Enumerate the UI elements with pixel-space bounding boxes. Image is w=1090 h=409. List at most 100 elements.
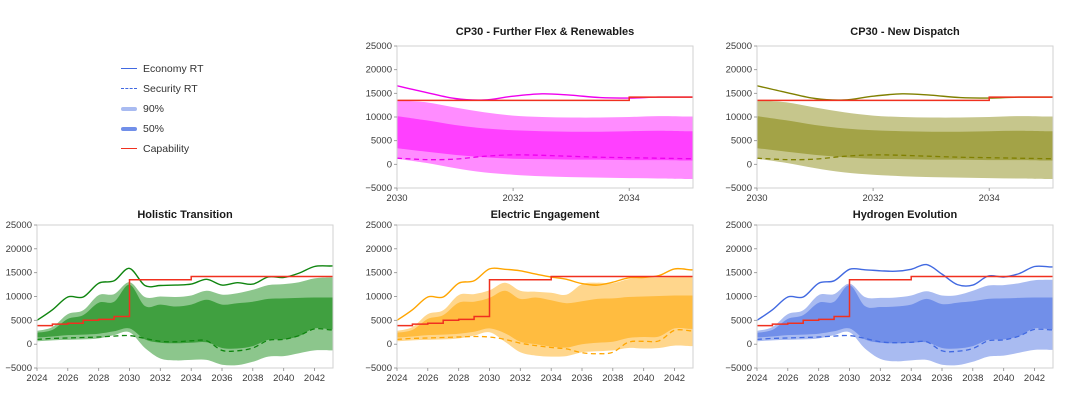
legend-item-capability: Capability [121,142,204,155]
x-axis-tick-label: 2028 [88,373,109,384]
x-axis-tick-label: 2030 [386,193,407,204]
y-axis-tick-label: 25000 [726,220,752,231]
legend-label: Economy RT [143,62,204,75]
chart-hydrogen-evolution: −5000 0 5000 10000 15000 20000 25000 2024 2026 20… [725,220,1054,384]
x-axis-tick-label: 2034 [181,373,202,384]
y-axis-tick-label: −5000 [725,363,752,374]
x-axis-tick-label: 2040 [993,373,1014,384]
chart-title-electric-engagement: Electric Engagement [490,209,600,221]
x-axis-tick-label: 2024 [746,373,767,384]
legend-line-sample [121,148,137,149]
band-50pct [757,285,1053,349]
y-axis-tick-label: 20000 [726,65,752,76]
y-axis-tick-label: 15000 [726,268,752,279]
x-axis-tick-label: 2042 [664,373,685,384]
legend-dashed-line-sample [121,88,137,89]
legend-item-90pct: 90% [121,102,204,115]
security-rt-line [397,154,693,161]
y-axis-tick-label: 10000 [366,292,392,303]
legend-item-50pct: 50% [121,122,204,135]
x-axis-tick-label: 2030 [746,193,767,204]
capability-line [757,96,1053,102]
x-axis-tick-label: 2034 [541,373,562,384]
y-axis-tick-label: 20000 [366,65,392,76]
y-axis-tick-label: 5000 [731,136,752,147]
band-50pct [37,284,333,349]
x-axis-tick-label: 2032 [510,373,531,384]
capability-line [397,275,693,327]
chart-title-cp30-further-flex-renewables: CP30 - Further Flex & Renewables [455,26,635,38]
x-axis-tick-label: 2040 [633,373,654,384]
band-50pct [397,116,693,161]
y-axis-tick-label: 15000 [366,268,392,279]
chart-cp30-new-dispatch: −5000 0 5000 10000 15000 20000 25000 2030 2032 20… [725,41,1054,204]
capability-line [37,275,333,327]
security-rt-line [37,327,333,352]
x-axis-tick-label: 2034 [979,193,1000,204]
chart-title-cp30-new-dispatch: CP30 - New Dispatch [850,26,960,38]
x-axis-tick-label: 2036 [931,373,952,384]
x-axis-tick-label: 2030 [479,373,500,384]
y-axis-tick-label: 15000 [6,268,32,279]
x-axis-tick-label: 2038 [962,373,983,384]
y-axis-tick-label: 0 [27,339,32,350]
legend-item-security-rt: Security RT [121,82,204,95]
y-axis-tick-label: 10000 [726,112,752,123]
x-axis-tick-label: 2028 [808,373,829,384]
x-axis-tick-label: 2026 [777,373,798,384]
y-axis-tick-label: 5000 [371,315,392,326]
security-rt-line [757,154,1053,161]
economy-rt-line [37,265,333,321]
y-axis-tick-label: 15000 [366,88,392,99]
security-rt-line [397,329,693,355]
chart-cp30-further-flex-renewables: −5000 0 5000 10000 15000 20000 25000 2030 2032 20… [365,41,694,204]
y-axis-tick-label: 5000 [371,136,392,147]
y-axis-tick-label: 15000 [726,88,752,99]
legend-label: 90% [143,102,165,115]
y-axis-tick-label: 20000 [366,244,392,255]
y-axis-tick-label: −5000 [725,183,752,194]
x-axis-tick-label: 2026 [57,373,78,384]
x-axis-tick-label: 2036 [211,373,232,384]
y-axis-tick-label: 25000 [366,220,392,231]
y-axis-tick-label: 20000 [726,244,752,255]
legend-label: 50% [143,122,165,135]
y-axis-tick-label: −5000 [5,363,32,374]
x-axis-tick-label: 2034 [901,373,922,384]
band-50pct [397,290,693,348]
x-axis-tick-label: 2028 [448,373,469,384]
y-axis-tick-label: 25000 [6,220,32,231]
y-axis-tick-label: 20000 [6,244,32,255]
legend-label: Capability [143,142,190,155]
legend-band-sample [121,126,137,131]
security-rt-line [757,328,1053,353]
x-axis-tick-label: 2042 [304,373,325,384]
x-axis-tick-label: 2034 [619,193,640,204]
y-axis-tick-label: −5000 [365,363,392,374]
economy-rt-line [757,85,1053,101]
capability-line [757,275,1053,327]
legend-line-sample [121,68,137,69]
x-axis-tick-label: 2038 [602,373,623,384]
chart-title-hydrogen-evolution: Hydrogen Evolution [852,209,958,221]
legend-label: Security RT [143,82,198,95]
y-axis-tick-label: 0 [387,159,392,170]
band-50pct [757,116,1053,161]
x-axis-tick-label: 2042 [1024,373,1045,384]
x-axis-tick-label: 2032 [150,373,171,384]
y-axis-tick-label: 25000 [726,41,752,52]
x-axis-tick-label: 2024 [26,373,47,384]
legend-item-economy-rt: Economy RT [121,62,204,75]
y-axis-tick-label: 10000 [366,112,392,123]
chart-holistic-transition: −5000 0 5000 10000 15000 20000 25000 2024 2026 20… [5,220,334,384]
chart-electric-engagement: −5000 0 5000 10000 15000 20000 25000 2024 2026 20… [365,220,694,384]
y-axis-tick-label: 25000 [366,41,392,52]
x-axis-tick-label: 2032 [870,373,891,384]
chart-legend: Economy RT Security RT 90% 50% Capabilit… [121,62,204,155]
capability-line [397,96,693,102]
economy-rt-line [397,85,693,101]
x-axis-tick-label: 2038 [242,373,263,384]
x-axis-tick-label: 2024 [386,373,407,384]
x-axis-tick-label: 2032 [503,193,524,204]
